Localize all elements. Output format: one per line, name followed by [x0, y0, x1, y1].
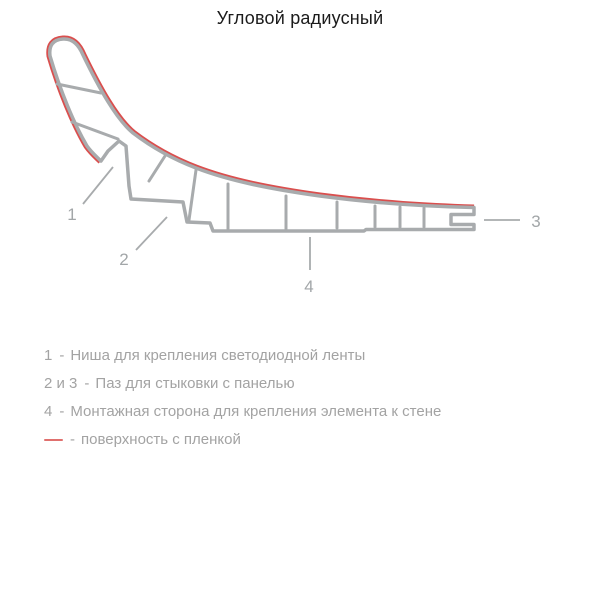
legend-marker-4: 4	[44, 403, 53, 420]
legend-label: поверхность с пленкой	[81, 431, 241, 448]
part-label-2: 2	[119, 250, 128, 269]
legend-item-groove: 2 и 3 - Паз для стыковки с панелью	[44, 375, 441, 392]
legend-marker-1: 1	[44, 347, 53, 364]
rib	[187, 168, 198, 222]
part-label-3: 3	[531, 212, 540, 231]
profile-outline	[48, 37, 476, 233]
legend-label: Монтажная сторона для крепления элемента…	[70, 403, 442, 420]
legend-separator: -	[70, 431, 75, 448]
leader-lines	[82, 166, 520, 270]
page-title: Угловой радиусный	[216, 8, 384, 28]
profile-ribs	[55, 82, 426, 231]
legend-separator: -	[84, 375, 90, 392]
film-line-swatch	[44, 438, 63, 441]
profile-body-fill	[49, 38, 474, 231]
rib	[70, 120, 120, 141]
rib	[55, 82, 103, 95]
part-label-1: 1	[67, 205, 76, 224]
leader-line-2	[135, 216, 168, 251]
rib	[147, 154, 167, 183]
legend-label: Ниша для крепления светодиодной ленты	[70, 347, 366, 364]
legend-item-film-surface: - поверхность с пленкой	[44, 431, 441, 448]
leader-line-1	[82, 166, 114, 205]
part-label-4: 4	[304, 277, 313, 296]
legend-item-niche: 1 - Ниша для крепления светодиодной лент…	[44, 347, 441, 364]
legend-separator: -	[59, 403, 65, 420]
legend-item-mounting-side: 4 - Монтажная сторона для крепления элем…	[44, 403, 441, 420]
legend: 1 - Ниша для крепления светодиодной лент…	[44, 347, 441, 448]
legend-separator: -	[59, 347, 65, 364]
legend-label: Паз для стыковки с панелью	[95, 375, 295, 392]
legend-marker-2-3: 2 и 3	[44, 375, 78, 392]
